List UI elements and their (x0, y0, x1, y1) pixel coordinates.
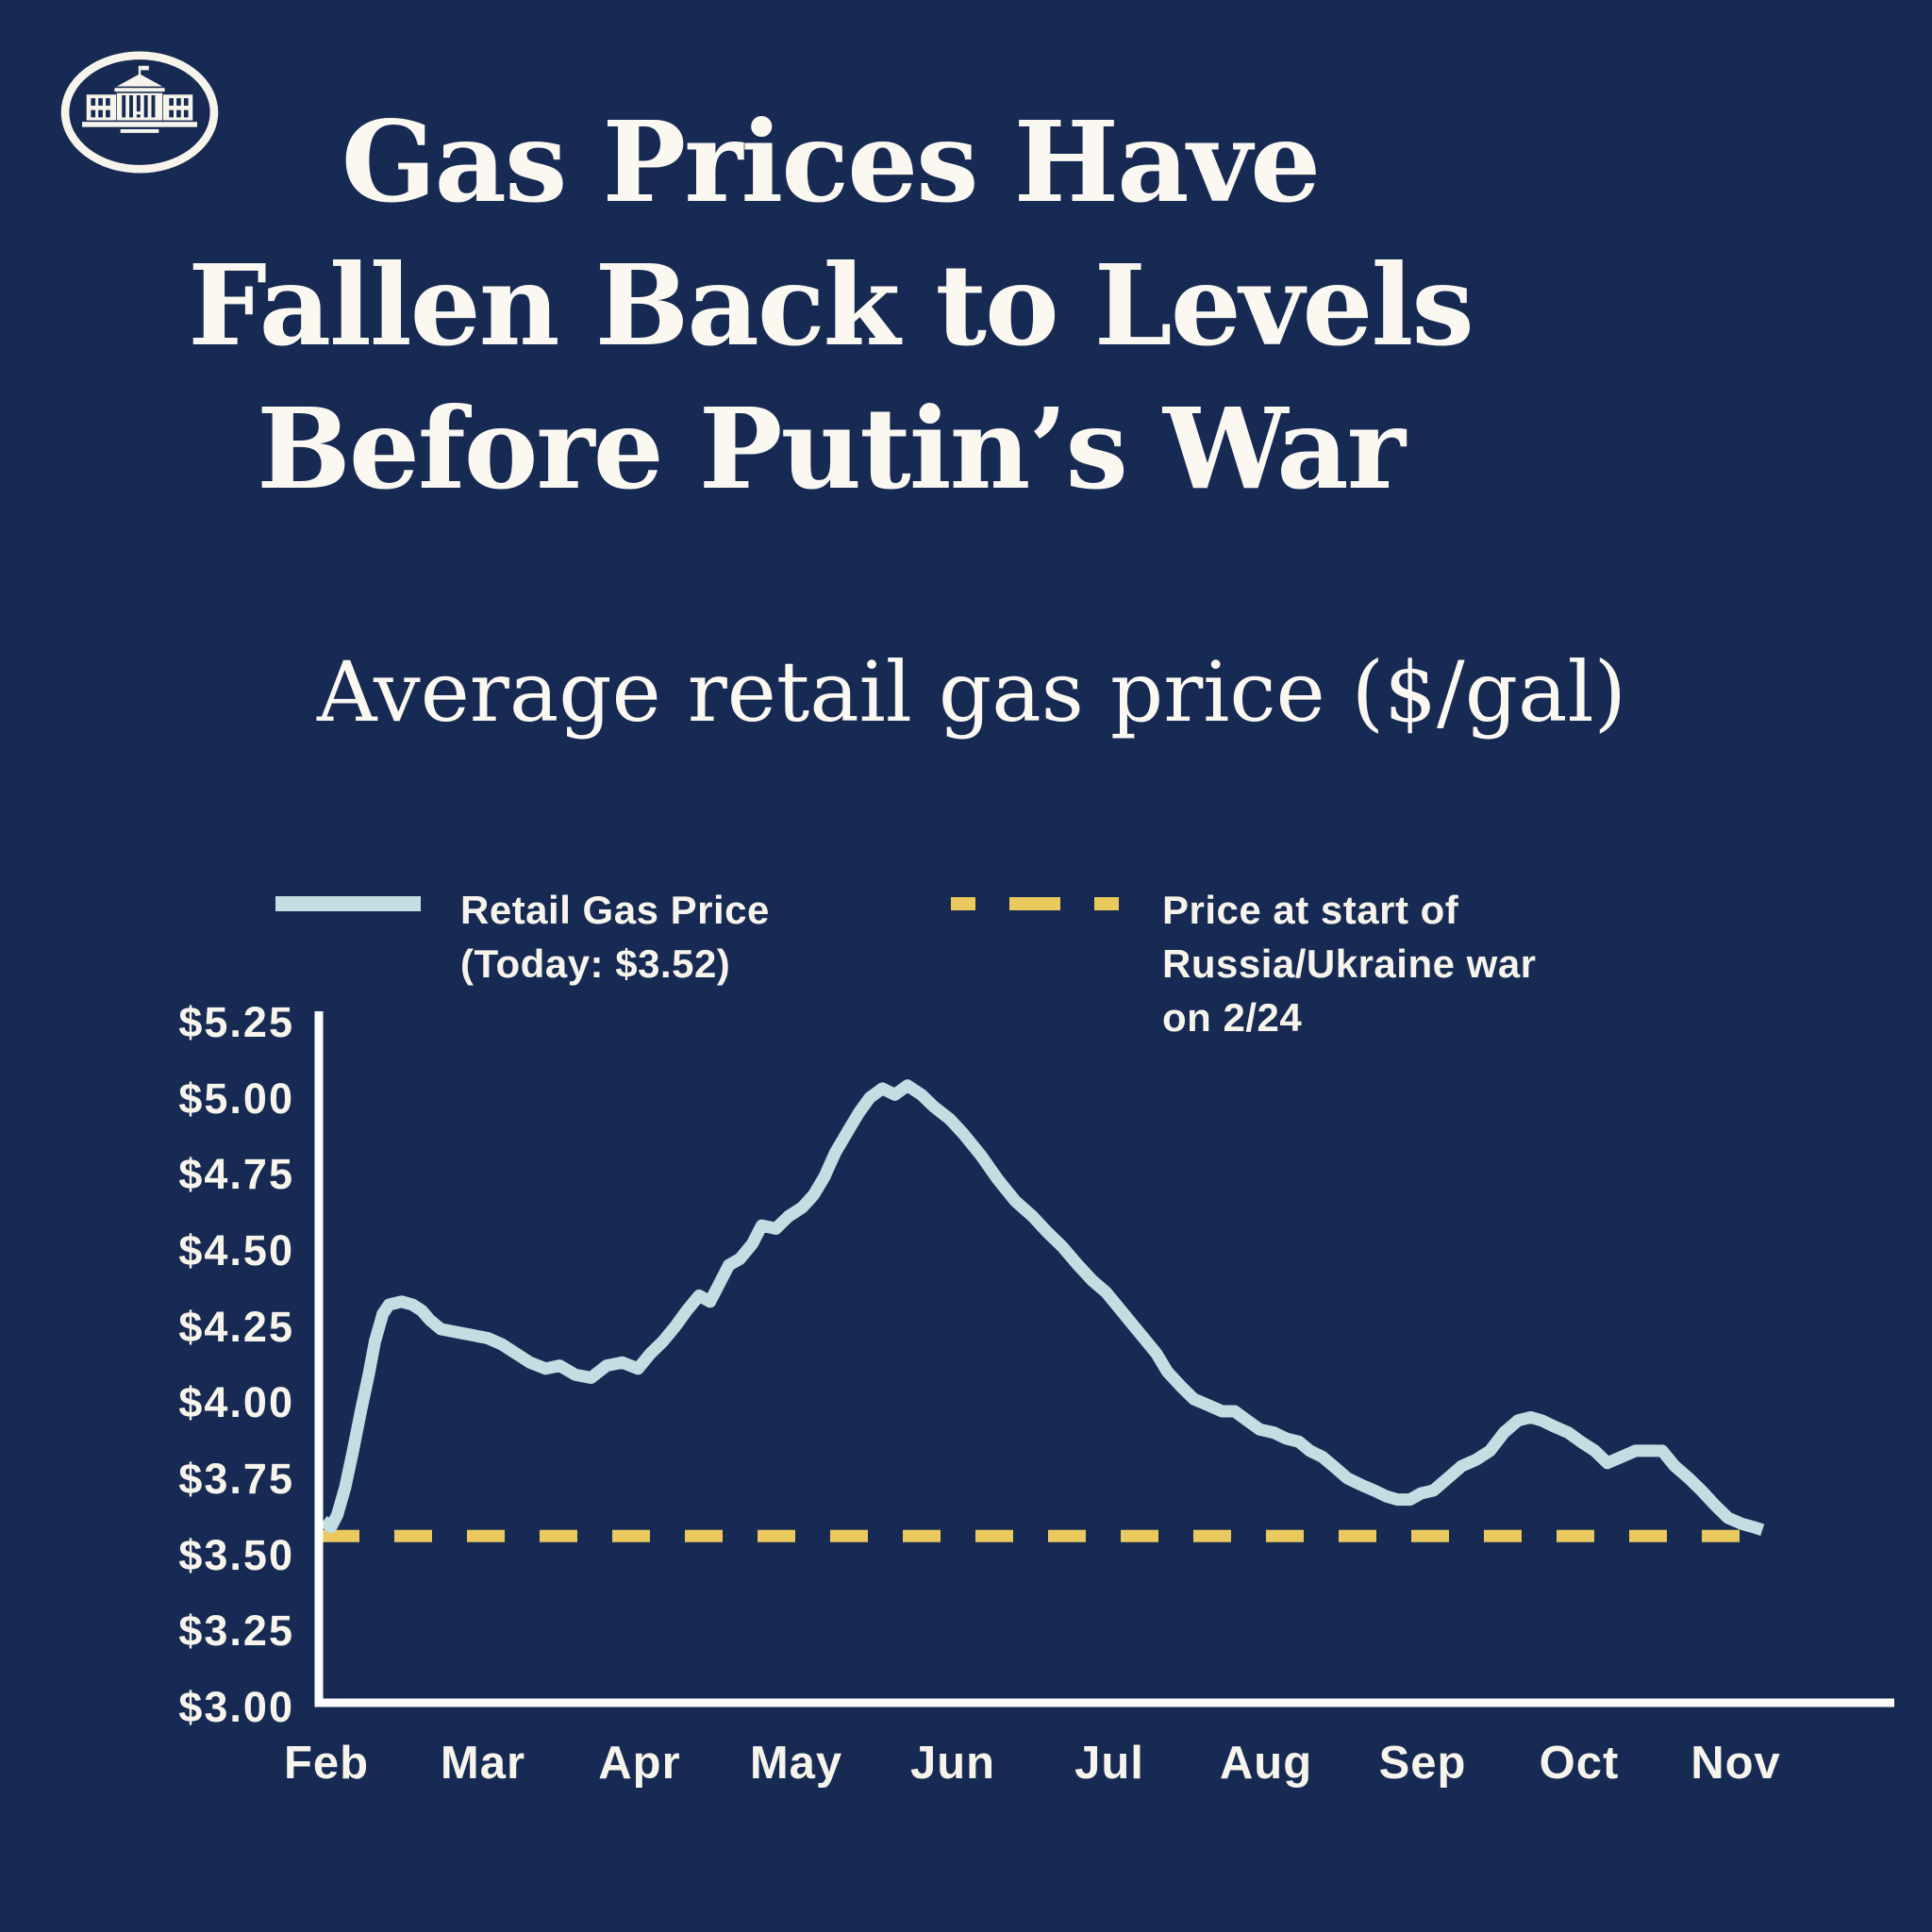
y-tick-label: $5.00 (178, 1074, 294, 1123)
x-tick-label: Oct (1539, 1738, 1620, 1789)
y-tick-label: $3.25 (178, 1607, 294, 1655)
title-line-1: Gas Prices Have (341, 96, 1322, 227)
page-title: Gas Prices Have Fallen Back to Levels Be… (94, 91, 1566, 521)
x-tick-label: Mar (440, 1738, 526, 1789)
legend-war-line3: on 2/24 (1162, 995, 1303, 1040)
war-line-legend-swatch (951, 897, 1132, 910)
white-house-building (82, 65, 197, 133)
retail-line-legend-swatch (275, 896, 421, 911)
x-tick-label: Feb (283, 1738, 370, 1789)
chart-subtitle: Average retail gas price ($/gal) (317, 643, 1626, 741)
title-line-2: Fallen Back to Levels (188, 240, 1474, 371)
legend-retail-line1: Retail Gas Price (460, 888, 770, 932)
legend-war-label: Price at start of Russia/Ukraine war on … (1162, 883, 1728, 1044)
x-tick-label: Jun (909, 1738, 996, 1789)
y-tick-label: $3.50 (178, 1531, 294, 1579)
y-tick-label: $4.25 (178, 1303, 294, 1351)
y-tick-label: $4.00 (178, 1378, 294, 1426)
x-tick-label: Aug (1219, 1738, 1313, 1789)
x-tick-label: May (749, 1738, 843, 1789)
logo-oval (60, 51, 219, 174)
y-tick-label: $5.25 (178, 998, 294, 1046)
legend-war-line1: Price at start of (1162, 888, 1459, 932)
legend-retail-line2: (Today: $3.52) (460, 941, 731, 986)
white-house-logo-icon (60, 51, 219, 174)
x-tick-label: Apr (598, 1738, 681, 1789)
legend-war-line2: Russia/Ukraine war (1162, 941, 1537, 986)
x-tick-label: Sep (1378, 1738, 1467, 1789)
x-tick-label: Nov (1690, 1738, 1781, 1789)
y-tick-label: $4.50 (178, 1226, 294, 1274)
y-tick-label: $3.00 (178, 1683, 294, 1731)
chart-axes (314, 1011, 1894, 1707)
y-tick-label: $4.75 (178, 1150, 294, 1198)
x-tick-label: Jul (1074, 1738, 1144, 1789)
retail-gas-price-line (319, 1079, 1765, 1536)
legend-retail-label: Retail Gas Price (Today: $3.52) (460, 883, 1026, 991)
y-tick-label: $3.75 (178, 1455, 294, 1503)
title-line-3: Before Putin’s War (257, 383, 1406, 514)
